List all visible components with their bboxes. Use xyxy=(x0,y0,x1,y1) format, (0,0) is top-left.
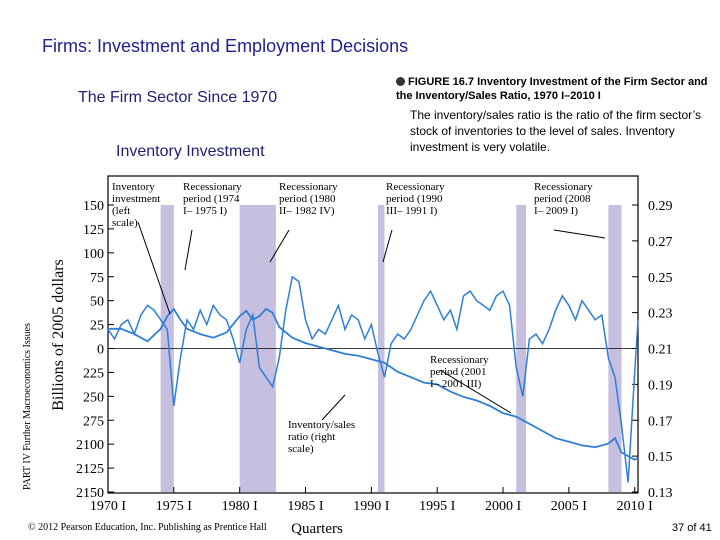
recession-pointer xyxy=(439,369,512,414)
left-tick-label: 75 xyxy=(90,271,104,286)
left-tick-label: 250 xyxy=(83,390,104,405)
axes xyxy=(107,175,639,494)
x-tick-label: 1995 I xyxy=(419,499,456,514)
x-tick-label: 1980 I xyxy=(222,499,259,514)
right-tick-label: 0.21 xyxy=(648,343,673,358)
copyright-notice: © 2012 Pearson Education, Inc. Publishin… xyxy=(28,522,267,533)
plot-frame xyxy=(107,175,639,494)
x-tick-label: 1970 I xyxy=(90,499,127,514)
recession-label: Recessionary period (2008 I– 2009 I) xyxy=(534,181,593,217)
left-tick-label: 2100 xyxy=(76,438,104,453)
recession-pointer xyxy=(382,229,393,263)
right-tick-label: 0.15 xyxy=(648,450,673,465)
x-tick-label: 1990 I xyxy=(353,499,390,514)
x-tick-label: 1975 I xyxy=(156,499,193,514)
left-tick-label: 275 xyxy=(83,414,104,429)
x-tick-label: 2005 I xyxy=(551,499,588,514)
figure-heading: FIGURE 16.7 Inventory Investment of the … xyxy=(396,75,716,103)
bullet-icon xyxy=(396,77,405,86)
annotation-pointer xyxy=(321,394,346,421)
x-axis-title: Quarters xyxy=(291,521,343,537)
left-tick-label: 25 xyxy=(90,319,104,334)
slide-title: Firms: Investment and Employment Decisio… xyxy=(42,36,409,56)
section-subtitle-2: Inventory Investment xyxy=(116,143,265,160)
recession-label: Recessionary period (1990 III– 1991 I) xyxy=(386,181,445,217)
chart-labels: 15012510075502502252502752100212521500.2… xyxy=(50,181,673,537)
left-tick-label: 2150 xyxy=(76,486,104,501)
y-axis-title: Billions of 2005 dollars xyxy=(50,259,67,411)
x-tick-label: 2010 I xyxy=(617,499,654,514)
figure-description: The inventory/sales ratio is the ratio o… xyxy=(410,108,702,154)
recession-pointer xyxy=(553,229,606,239)
right-tick-label: 0.27 xyxy=(648,235,673,250)
right-tick-label: 0.29 xyxy=(648,199,673,214)
left-tick-label: 50 xyxy=(90,295,104,310)
right-tick-label: 0.13 xyxy=(648,486,673,501)
inventory-investment-line xyxy=(107,275,639,483)
right-tick-label: 0.17 xyxy=(648,414,673,429)
inventory-sales-ratio-line xyxy=(108,307,639,461)
page-number: 37 of 41 xyxy=(672,522,712,534)
recession-label: Recessionary period (2001 I– 2001 III) xyxy=(430,354,489,390)
left-tick-label: 0 xyxy=(97,343,104,358)
right-tick-label: 0.23 xyxy=(648,307,673,322)
left-tick-label: 100 xyxy=(83,247,104,262)
ratio-annotation: Inventory/sales ratio (right scale) xyxy=(288,419,355,455)
left-tick-label: 150 xyxy=(83,199,104,214)
recession-pointer xyxy=(184,229,193,271)
left-tick-label: 225 xyxy=(83,366,104,381)
recession-label: Recessionary period (1980 II– 1982 IV) xyxy=(279,181,338,217)
right-tick-label: 0.25 xyxy=(648,271,673,286)
section-subtitle: The Firm Sector Since 1970 xyxy=(78,89,278,106)
series-lines xyxy=(107,275,639,483)
annotation-pointer xyxy=(137,221,171,315)
right-tick-label: 0.19 xyxy=(648,378,673,393)
x-tick-label: 1985 I xyxy=(287,499,324,514)
recession-pointer xyxy=(269,229,290,263)
left-tick-label: 125 xyxy=(83,223,104,238)
figure-heading-text: FIGURE 16.7 Inventory Investment of the … xyxy=(396,76,708,102)
recession-label: Recessionary period (1974 I– 1975 I) xyxy=(183,181,242,217)
inventory-investment-annotation: Inventory investment (left scale) xyxy=(112,181,160,229)
x-tick-label: 2000 I xyxy=(485,499,522,514)
left-tick-label: 2125 xyxy=(76,462,104,477)
